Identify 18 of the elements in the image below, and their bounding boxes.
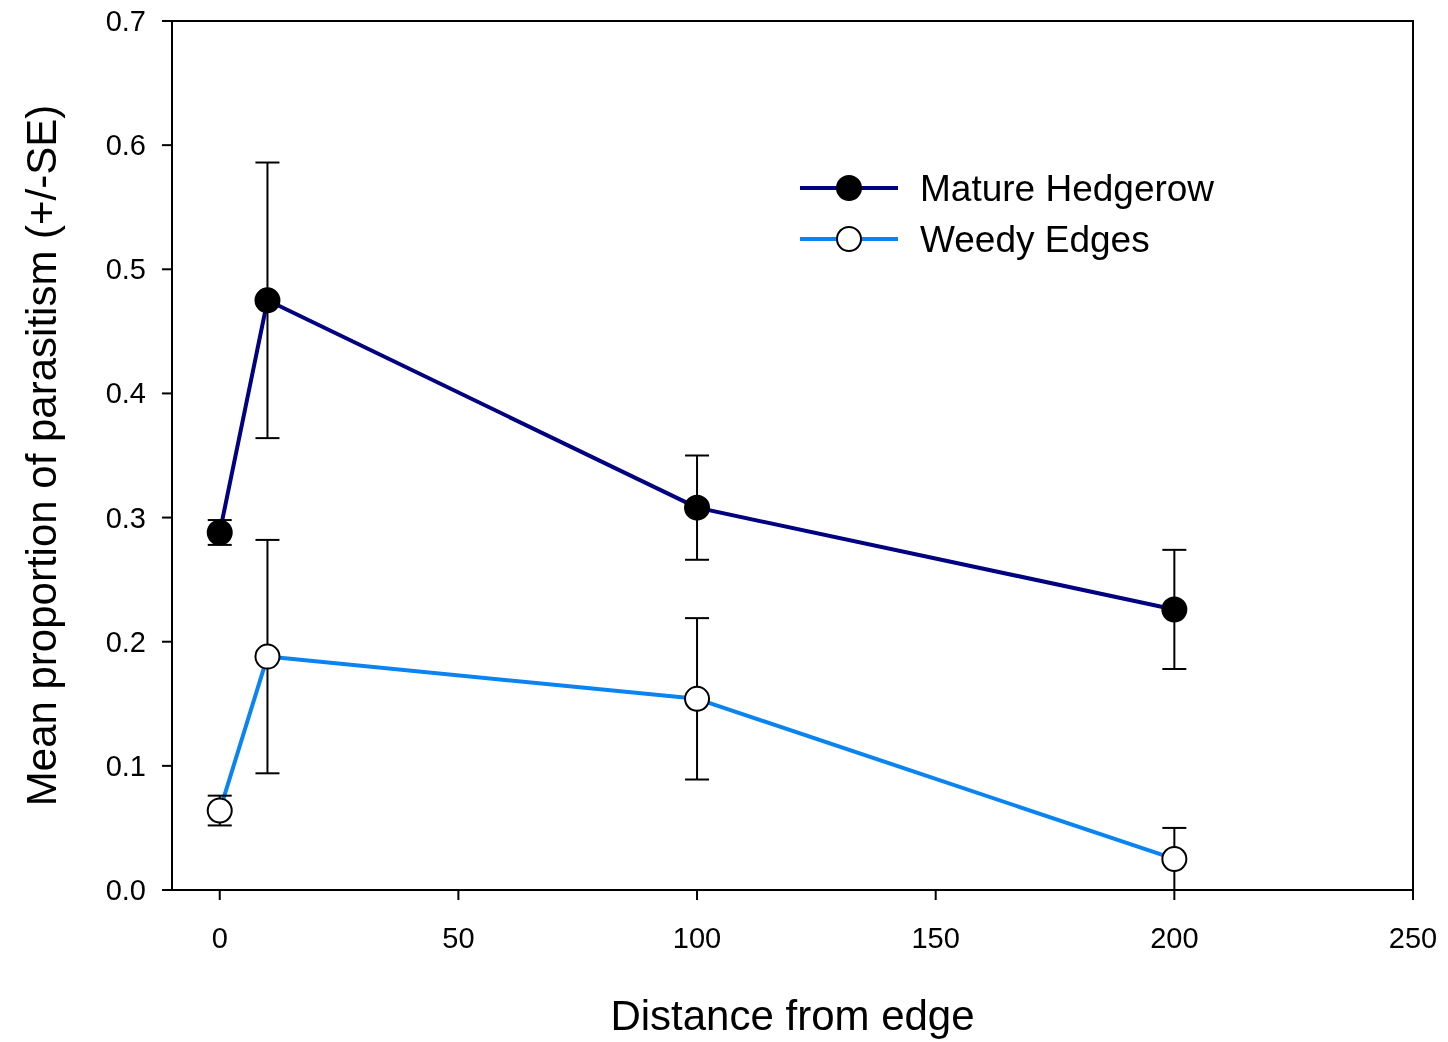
y-tick-label: 0.2 (105, 625, 146, 658)
y-tick-label: 0.3 (105, 501, 146, 534)
x-tick-label: 100 (672, 922, 722, 954)
x-axis-title: Distance from edge (610, 992, 975, 1039)
y-tick-label: 0.1 (105, 749, 146, 782)
legend-label: Weedy Edges (920, 219, 1150, 260)
y-axis-title: Mean proportion of parasitism (+/-SE) (18, 104, 65, 807)
y-tick-label: 0.4 (105, 377, 146, 410)
y-tick-label: 0.7 (105, 5, 146, 37)
x-tick-label: 200 (1150, 922, 1199, 954)
y-tick-label: 0.5 (105, 253, 146, 286)
legend-label: Mature Hedgerow (920, 168, 1215, 209)
x-tick-label: 250 (1388, 922, 1438, 954)
y-tick-label: 0.0 (105, 874, 146, 906)
x-tick-label: 50 (442, 922, 475, 954)
x-tick-label: 150 (911, 922, 960, 954)
x-tick-label: 0 (211, 922, 228, 954)
y-tick-label: 0.6 (105, 129, 146, 162)
